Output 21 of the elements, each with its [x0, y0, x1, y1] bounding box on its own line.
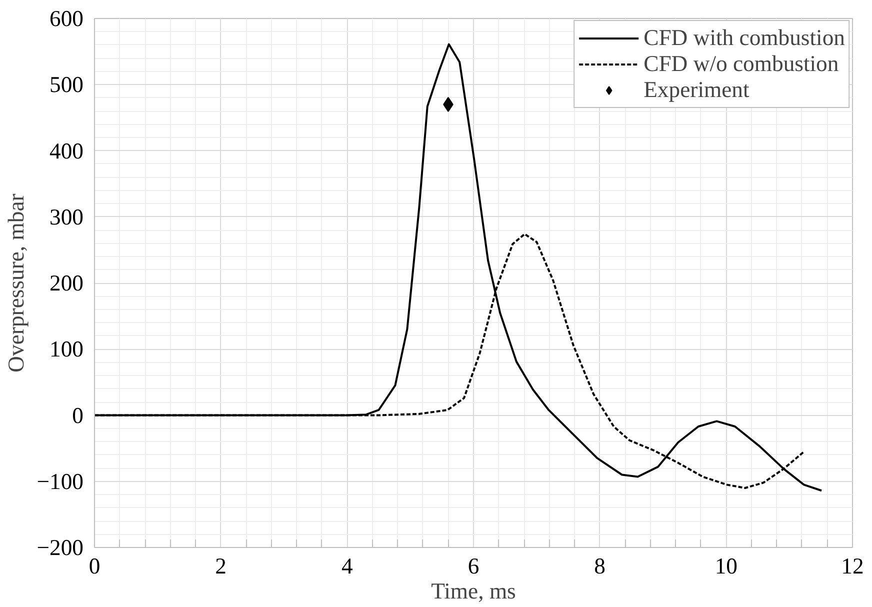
- x-tick-label: 8: [594, 554, 606, 578]
- x-tick-label: 12: [841, 554, 864, 578]
- x-tick-label: 0: [88, 554, 100, 578]
- legend-label: CFD w/o combustion: [644, 51, 839, 77]
- x-tick-label: 2: [215, 554, 226, 578]
- y-tick-label: 0: [72, 402, 84, 428]
- y-tick-label: 100: [50, 336, 84, 362]
- y-tick-label: −200: [36, 535, 84, 560]
- x-tick-label: 6: [468, 554, 480, 578]
- legend-label: Experiment: [644, 77, 750, 103]
- y-tick-label: −100: [36, 468, 84, 494]
- legend-label: CFD with combustion: [644, 25, 845, 51]
- y-tick-label: 300: [50, 204, 84, 230]
- y-tick-label: 200: [50, 270, 84, 296]
- y-tick-label: 400: [50, 138, 84, 164]
- x-tick-label: 4: [342, 554, 353, 578]
- y-tick-label: 500: [50, 72, 84, 98]
- y-tick-label: 600: [50, 6, 84, 31]
- x-tick-label: 10: [714, 554, 738, 578]
- x-axis-title: Time, ms: [431, 578, 516, 604]
- y-axis-title: Overpressure, mbar: [4, 193, 29, 372]
